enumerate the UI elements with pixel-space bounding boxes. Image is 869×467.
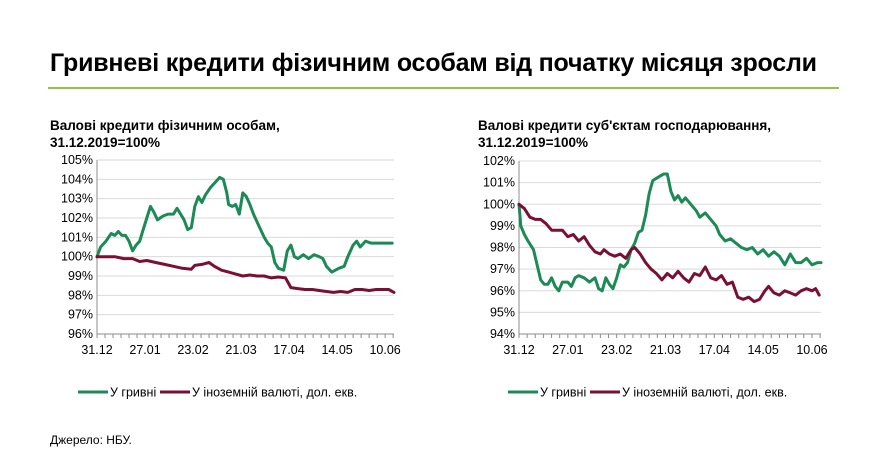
page-title: Гривневі кредити фізичним особам від поч… bbox=[50, 49, 817, 77]
source-note: Джерело: НБУ. bbox=[50, 433, 132, 447]
y-tick-label: 97% bbox=[68, 308, 93, 322]
x-tick-label: 10.06 bbox=[796, 343, 827, 357]
y-tick-label: 99% bbox=[68, 269, 93, 283]
x-tick-label: 27.01 bbox=[129, 343, 160, 357]
y-tick-label: 102% bbox=[61, 211, 93, 225]
y-tick-label: 98% bbox=[68, 288, 93, 302]
chart-title-right: Валові кредити суб'єктам господарювання,… bbox=[478, 117, 771, 151]
x-tick-label: 23.02 bbox=[601, 343, 632, 357]
chart-title-right-line2: 31.12.2019=100% bbox=[478, 135, 588, 150]
y-tick-label: 103% bbox=[61, 192, 93, 206]
x-tick-label: 31.12 bbox=[503, 343, 534, 357]
y-tick-label: 99% bbox=[490, 219, 515, 233]
y-tick-label: 96% bbox=[68, 327, 93, 341]
x-tick-label: 14.05 bbox=[321, 343, 352, 357]
x-tick-label: 21.03 bbox=[650, 343, 681, 357]
y-tick-label: 104% bbox=[61, 172, 93, 186]
legend-label: У іноземній валюті, дол. екв. bbox=[192, 386, 357, 400]
x-tick-label: 27.01 bbox=[552, 343, 583, 357]
chart-title-left: Валові кредити фізичним особам, 31.12.20… bbox=[50, 117, 280, 151]
x-tick-label: 10.06 bbox=[369, 343, 400, 357]
series-line-fx bbox=[95, 255, 396, 294]
y-tick-label: 102% bbox=[483, 154, 515, 168]
y-tick-label: 101% bbox=[61, 230, 93, 244]
series-line-uah bbox=[95, 175, 394, 274]
chart-title-left-line2: 31.12.2019=100% bbox=[50, 135, 160, 150]
chart-title-right-line1: Валові кредити суб'єктам господарювання, bbox=[478, 118, 772, 133]
x-tick-label: 17.04 bbox=[699, 343, 730, 357]
y-tick-label: 101% bbox=[483, 176, 515, 190]
series-line-uah bbox=[517, 172, 823, 293]
chart-title-left-line1: Валові кредити фізичним особам, bbox=[50, 118, 280, 133]
x-tick-label: 23.02 bbox=[177, 343, 208, 357]
y-tick-label: 100% bbox=[483, 197, 515, 211]
y-tick-label: 100% bbox=[61, 250, 93, 264]
x-tick-label: 31.12 bbox=[81, 343, 112, 357]
x-tick-label: 21.03 bbox=[225, 343, 256, 357]
y-tick-label: 105% bbox=[61, 153, 93, 167]
series-line-fx bbox=[517, 202, 821, 304]
y-tick-label: 97% bbox=[490, 262, 515, 276]
x-tick-label: 17.04 bbox=[273, 343, 304, 357]
y-tick-label: 96% bbox=[490, 284, 515, 298]
legend-label: У гривні bbox=[540, 386, 586, 400]
title-rule bbox=[48, 87, 839, 89]
y-tick-label: 94% bbox=[490, 327, 515, 341]
x-tick-label: 14.05 bbox=[747, 343, 778, 357]
legend-label: У гривні bbox=[110, 386, 156, 400]
y-tick-label: 95% bbox=[490, 305, 515, 319]
y-tick-label: 98% bbox=[490, 241, 515, 255]
legend-label: У іноземній валюті, дол. екв. bbox=[622, 386, 787, 400]
